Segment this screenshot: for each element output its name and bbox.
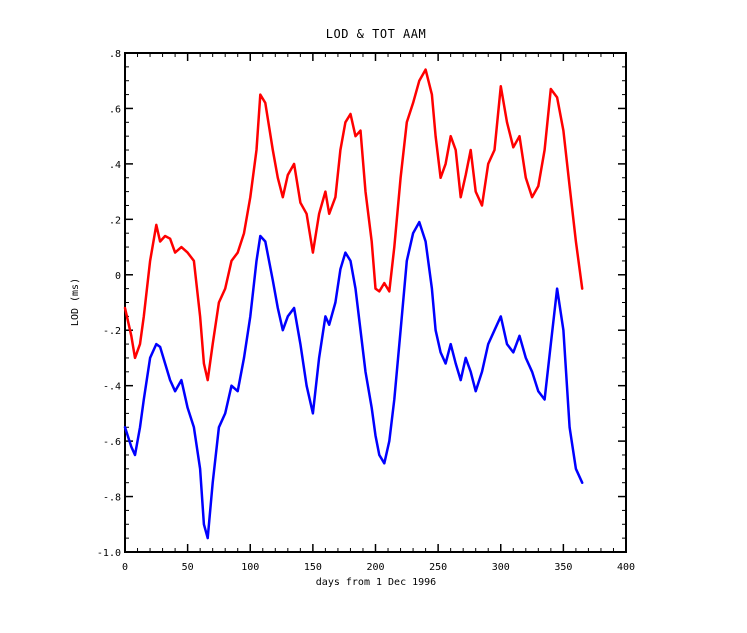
- y-tick-label: -.6: [103, 437, 121, 448]
- y-axis-ticks: -1.0 -.8 -.6 -.4 -.2 0 .2 .4 .6 .8: [97, 49, 626, 559]
- x-tick-label: 250: [429, 562, 447, 573]
- x-tick-label: 150: [304, 562, 322, 573]
- x-tick-label: 400: [617, 562, 635, 573]
- series-line-red: [123, 68, 584, 382]
- x-tick-label: 50: [182, 562, 194, 573]
- y-tick-label: -.4: [103, 382, 121, 393]
- x-axis-label: days from 1 Dec 1996: [316, 577, 436, 588]
- x-tick-label: 300: [492, 562, 510, 573]
- y-tick-label: 0: [115, 271, 121, 282]
- y-axis-label: LOD (ms): [70, 278, 81, 326]
- y-tick-label: .8: [109, 49, 121, 60]
- x-tick-label: 200: [366, 562, 384, 573]
- y-tick-label: .4: [109, 160, 121, 171]
- chart-title: LOD & TOT AAM: [326, 27, 426, 41]
- series-line-blue: [123, 220, 584, 540]
- x-axis-ticks: 0 50 100 150 200 250 300 350 400: [122, 53, 635, 573]
- x-tick-label: 0: [122, 562, 128, 573]
- x-tick-label: 100: [241, 562, 259, 573]
- y-tick-label: -.2: [103, 326, 121, 337]
- y-tick-label: .6: [109, 104, 121, 115]
- x-tick-label: 350: [554, 562, 572, 573]
- y-tick-label: -.8: [103, 493, 121, 504]
- series-layer: [123, 68, 584, 540]
- y-tick-label: .2: [109, 215, 121, 226]
- y-tick-label: -1.0: [97, 548, 121, 559]
